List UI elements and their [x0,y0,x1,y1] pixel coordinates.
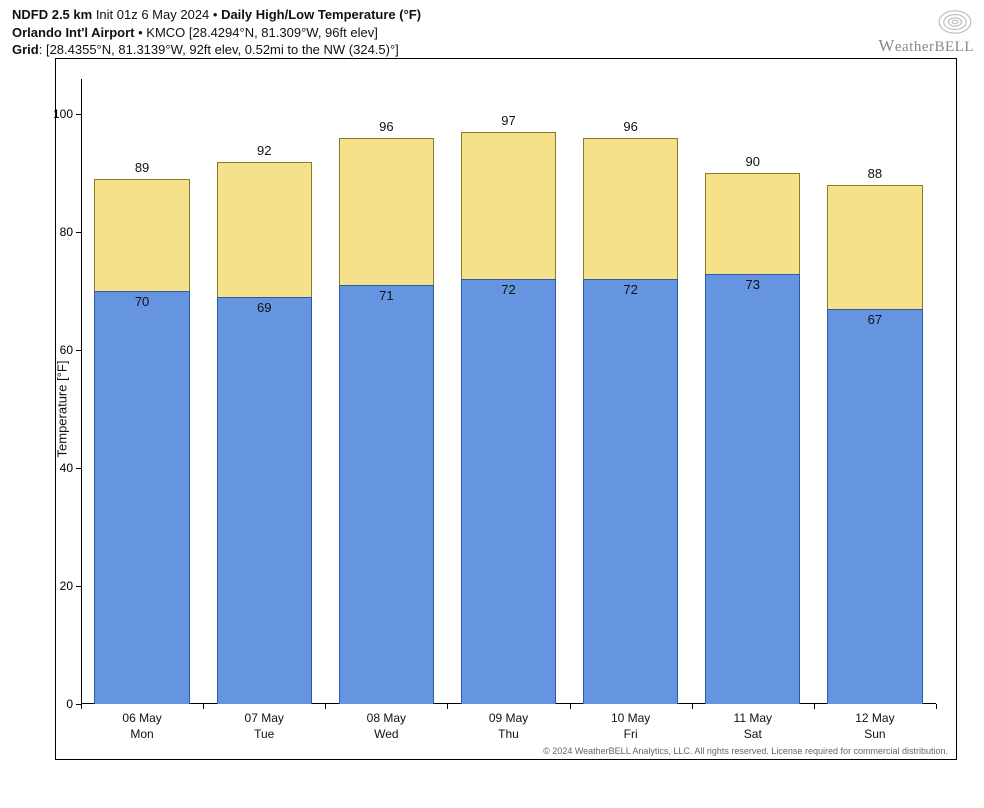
x-tick-label: 12 MaySun [814,711,936,742]
low-value-label: 73 [705,277,800,292]
swirl-icon [936,8,974,36]
high-value-label: 89 [94,160,189,175]
chart-header: NDFD 2.5 km Init 01z 6 May 2024 • Daily … [12,6,421,59]
init-time: Init 01z 6 May 2024 • [92,7,221,22]
grid-label: Grid [12,42,39,57]
y-tick-label: 60 [60,343,73,357]
low-value-label: 69 [217,300,312,315]
copyright-text: © 2024 WeatherBELL Analytics, LLC. All r… [543,746,948,756]
x-tick-label: 06 MayMon [81,711,203,742]
y-tick [76,232,81,233]
plot-frame: Temperature [°F] 0 20 40 60 80 100 89 70 06 MayM… [55,58,957,760]
low-value-label: 67 [827,312,922,327]
low-value-label: 72 [583,282,678,297]
low-value-label: 70 [94,294,189,309]
high-value-label: 92 [217,143,312,158]
y-tick-label: 100 [53,107,73,121]
y-tick [76,468,81,469]
low-bar [461,279,556,704]
high-value-label: 96 [583,119,678,134]
plot-area: 020406080100897006 MayMon926907 MayTue96… [81,79,936,704]
chart-container: NDFD 2.5 km Init 01z 6 May 2024 • Daily … [0,0,984,808]
high-value-label: 97 [461,113,556,128]
station-name: Orlando Int'l Airport [12,25,135,40]
y-tick [76,586,81,587]
x-tick-label: 07 MayTue [203,711,325,742]
y-axis-label: Temperature [°F] [55,361,70,458]
high-value-label: 90 [705,154,800,169]
y-tick-label: 40 [60,461,73,475]
low-bar [827,309,922,704]
low-bar [705,274,800,704]
high-value-label: 96 [339,119,434,134]
grid-meta: : [28.4355°N, 81.3139°W, 92ft elev, 0.52… [39,42,399,57]
x-tick-label: 11 MaySat [692,711,814,742]
station-meta: KMCO [28.4294°N, 81.309°W, 96ft elev] [146,25,378,40]
low-value-label: 71 [339,288,434,303]
high-value-label: 88 [827,166,922,181]
y-tick-label: 80 [60,225,73,239]
model-name: NDFD 2.5 km [12,7,92,22]
y-tick-label: 20 [60,579,73,593]
low-bar [583,279,678,704]
x-tick-label: 09 MayThu [447,711,569,742]
x-tick-label: 10 MayFri [570,711,692,742]
low-bar [339,285,434,704]
chart-title: Daily High/Low Temperature (°F) [221,7,421,22]
x-tick-label: 08 MayWed [325,711,447,742]
y-tick-label: 0 [66,697,73,711]
weatherbell-logo: WeatherBELL [878,8,974,56]
low-bar [217,297,312,704]
low-value-label: 72 [461,282,556,297]
y-tick [76,350,81,351]
y-tick [76,114,81,115]
low-bar [94,291,189,704]
